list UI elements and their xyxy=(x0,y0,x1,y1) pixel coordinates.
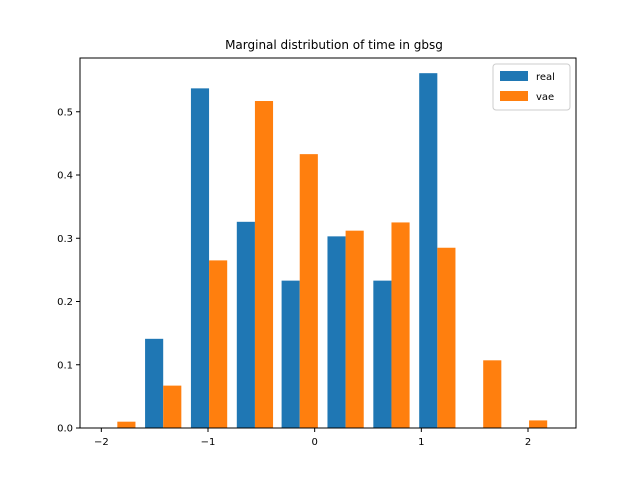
y-tick-label: 0.2 xyxy=(57,297,73,308)
legend: real vae xyxy=(492,63,571,111)
y-tick-label: 0.5 xyxy=(57,107,73,118)
x-tick-label: 0 xyxy=(311,437,317,448)
bar-vae-9 xyxy=(529,420,548,428)
legend-swatch-vae xyxy=(500,91,528,101)
bar-real-5 xyxy=(327,236,346,428)
y-tick-label: 0.3 xyxy=(57,234,73,245)
bar-vae-1 xyxy=(163,385,182,428)
bar-vae-6 xyxy=(391,222,410,428)
legend-box xyxy=(492,63,571,111)
legend-label-vae: vae xyxy=(536,92,554,103)
bar-real-6 xyxy=(373,280,392,428)
x-tick-label: 2 xyxy=(525,437,531,448)
bar-real-4 xyxy=(281,280,300,428)
y-tick-label: 0.4 xyxy=(57,171,73,182)
plot-frame xyxy=(79,57,577,429)
x-tick-label: −2 xyxy=(94,437,109,448)
bar-real-3 xyxy=(236,221,255,428)
x-tick-label: 1 xyxy=(418,437,424,448)
bar-vae-0 xyxy=(117,421,136,428)
bar-vae-2 xyxy=(209,260,228,428)
bar-vae-8 xyxy=(483,360,502,428)
bar-vae-7 xyxy=(437,247,456,428)
bar-real-7 xyxy=(419,73,438,429)
legend-swatch-real xyxy=(500,71,528,81)
y-tick-label: 0.0 xyxy=(57,424,73,435)
bar-real-2 xyxy=(190,88,210,429)
bars-group xyxy=(117,73,548,429)
y-tick-label: 0.1 xyxy=(57,360,73,371)
bar-vae-4 xyxy=(299,154,318,428)
x-tick-label: −1 xyxy=(201,437,216,448)
chart-title: Marginal distribution of time in gbsg xyxy=(225,38,443,52)
bar-real-1 xyxy=(145,338,164,428)
bar-vae-3 xyxy=(254,101,274,428)
legend-label-real: real xyxy=(536,72,555,83)
bar-vae-5 xyxy=(345,230,364,428)
axes-group: −2 −1 0 1 2 0.0 0.1 0.2 0.3 0.4 0.5 xyxy=(57,107,531,448)
